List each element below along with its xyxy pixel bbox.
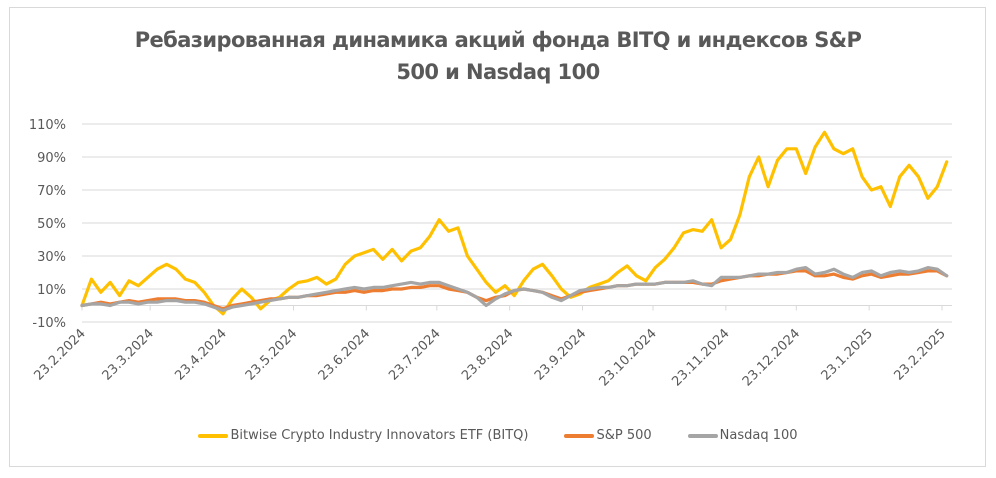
legend-item-nasdaq100[interactable]: Nasdaq 100	[687, 428, 798, 443]
x-tick-label: 23.5.2024	[243, 326, 300, 383]
x-tick-label: 23.12.2024	[740, 326, 803, 389]
legend: Bitwise Crypto Industry Innovators ETF (…	[0, 428, 996, 443]
y-tick-label: 110%	[29, 118, 66, 133]
y-tick-label: -10%	[32, 316, 66, 331]
y-axis-ticks: -10% 10% 30% 50% 70% 90% 110%	[29, 118, 66, 331]
y-tick-label: 90%	[37, 151, 66, 166]
y-tick-label: 10%	[37, 283, 66, 298]
x-tick-label: 23.10.2024	[597, 326, 660, 389]
legend-item-bitq[interactable]: Bitwise Crypto Industry Innovators ETF (…	[198, 428, 528, 443]
x-tick-label: 23.2.2025	[891, 326, 948, 383]
x-tick-label: 23.4.2024	[172, 326, 229, 383]
x-tick-label: 23.8.2024	[459, 326, 516, 383]
y-tick-label: 30%	[37, 250, 66, 265]
x-tick-label: 23.3.2024	[100, 326, 157, 383]
legend-label-bitq: Bitwise Crypto Industry Innovators ETF (…	[230, 428, 529, 443]
x-tick-label: 23.11.2024	[669, 326, 732, 389]
chart-frame	[9, 7, 986, 467]
x-axis-ticks: 23.2.2024 23.3.2024 23.4.2024 23.5.2024 23.6…	[31, 305, 949, 389]
chart-title: Ребазированная динамика акций фонда BITQ…	[0, 24, 996, 88]
chart-title-line-2: 500 и Nasdaq 100	[396, 60, 600, 84]
series-line-nasdaq100	[80, 266, 949, 312]
x-tick-label: 23.2.2024	[31, 326, 88, 383]
legend-swatch-bitq	[198, 433, 229, 438]
x-tick-label: 23.9.2024	[532, 326, 589, 383]
y-tick-label: 70%	[37, 184, 66, 199]
x-tick-label: 23.6.2024	[316, 326, 373, 383]
legend-item-sp500[interactable]: S&P 500	[564, 428, 652, 443]
legend-label-nasdaq100: Nasdaq 100	[719, 428, 798, 443]
legend-swatch-sp500	[564, 433, 595, 438]
y-tick-label: 50%	[37, 217, 66, 232]
chart-title-line-1: Ребазированная динамика акций фонда BITQ…	[134, 28, 862, 52]
legend-swatch-nasdaq100	[687, 433, 718, 438]
series-lines	[80, 130, 949, 316]
gridlines	[82, 123, 952, 323]
x-tick-label: 23.1.2025	[819, 326, 876, 383]
legend-label-sp500: S&P 500	[596, 428, 652, 443]
x-tick-label: 23.7.2024	[386, 326, 443, 383]
